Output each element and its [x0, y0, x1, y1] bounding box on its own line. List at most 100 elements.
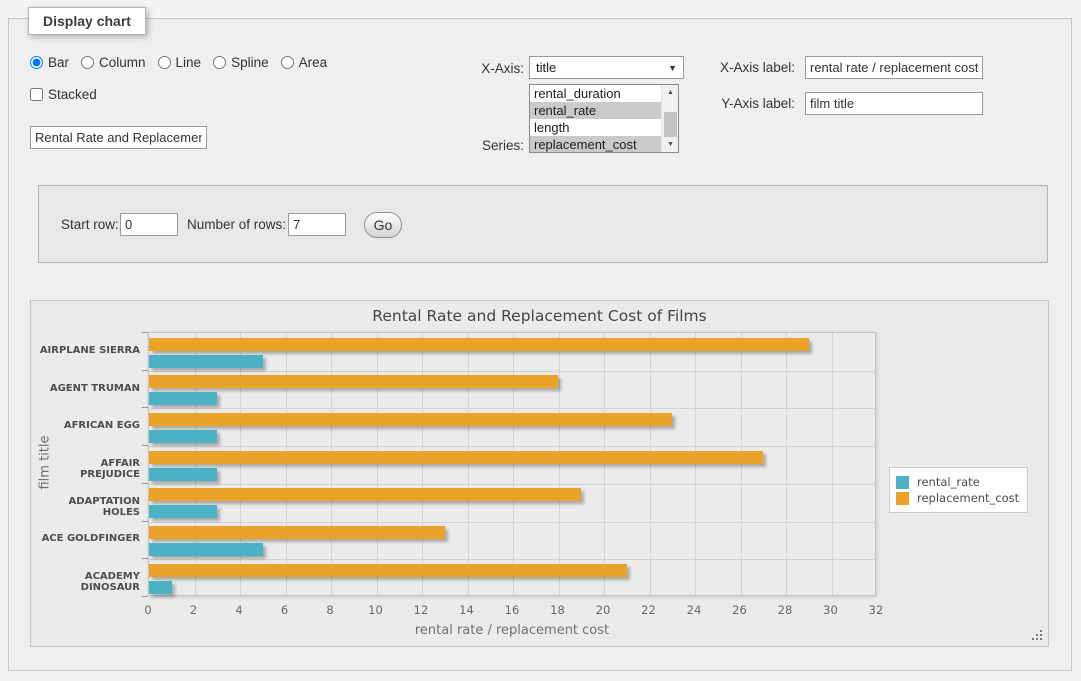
- gridline-vertical: [649, 333, 651, 595]
- gridline-vertical: [513, 333, 514, 595]
- chart-type-option-line: Line: [157, 55, 201, 70]
- x-tick-label: 18: [550, 603, 565, 617]
- series-listbox[interactable]: rental_duration rental_rate length replacem…: [529, 84, 679, 153]
- number-of-rows-label: Number of rows:: [187, 217, 287, 232]
- start-row-label: Start row:: [61, 217, 119, 232]
- x-tick-label: 12: [413, 603, 429, 617]
- chart-panel: Rental Rate and Replacement Cost of Film…: [30, 300, 1049, 647]
- bar-rental_rate: [149, 543, 263, 557]
- chart-type-label-bar: Bar: [48, 55, 70, 70]
- gridline-vertical: [740, 333, 742, 595]
- gridline-vertical: [695, 333, 696, 595]
- gridline-horizontal: [149, 483, 875, 485]
- chart-title: Rental Rate and Replacement Cost of Film…: [372, 307, 707, 325]
- gridline-vertical: [240, 333, 241, 595]
- series-option-rental_duration[interactable]: rental_duration: [534, 86, 621, 101]
- chart-legend: rental_rate replacement_cost: [889, 467, 1029, 513]
- scrollbar-thumb[interactable]: [664, 112, 677, 137]
- number-of-rows-input[interactable]: [288, 213, 346, 236]
- category-label: AFFAIR PREJUDICE: [80, 458, 140, 480]
- gridline-horizontal: [149, 370, 875, 372]
- legend-item-replacement_cost: replacement_cost: [896, 491, 1019, 505]
- x-tick-label: 32: [868, 603, 884, 617]
- chart-type-radio-line[interactable]: [157, 56, 171, 69]
- bar-rental_rate: [149, 392, 217, 406]
- go-button[interactable]: Go: [364, 212, 402, 238]
- chart-type-radio-column[interactable]: [81, 56, 95, 69]
- category-label: AIRPLANE SIERRA: [39, 344, 140, 356]
- y-tick-mark: [142, 482, 148, 484]
- chart-type-radio-bar[interactable]: [30, 56, 43, 69]
- series-listbox-label: Series:: [481, 138, 524, 153]
- legend-label-rental_rate: rental_rate: [917, 475, 980, 489]
- chart-type-radio-spline[interactable]: [213, 56, 227, 69]
- bar-rental_rate: [149, 354, 263, 368]
- start-row-input[interactable]: [120, 213, 178, 236]
- series-option-length[interactable]: length: [534, 120, 570, 135]
- gridline-vertical: [331, 333, 332, 595]
- stacked-checkbox[interactable]: [30, 88, 43, 101]
- x-tick-label: 8: [326, 603, 334, 617]
- bar-rental_rate: [149, 429, 217, 443]
- x-tick-label: 14: [459, 603, 474, 617]
- chart-type-radio-group: Bar Column Line Spline Area: [30, 55, 339, 70]
- bar-rental_rate: [149, 467, 217, 481]
- x-tick-label: 20: [595, 603, 611, 617]
- y-tick-mark: [142, 369, 148, 371]
- y-axis-title: film title: [37, 435, 53, 490]
- gridline-vertical: [194, 333, 196, 595]
- x-tick-label: 2: [189, 603, 198, 617]
- chart-type-option-spline: Spline: [213, 55, 269, 70]
- category-label: ACE GOLDFINGER: [41, 533, 140, 545]
- legend-label-replacement_cost: replacement_cost: [917, 491, 1020, 505]
- gridline-horizontal: [149, 521, 875, 523]
- listbox-scrollbar[interactable]: ▲ ▼: [661, 85, 678, 152]
- series-option-rental_rate[interactable]: rental_rate: [530, 102, 661, 119]
- x-tick-label: 24: [686, 603, 702, 617]
- y-tick-mark: [142, 520, 148, 522]
- y-axis-label-input[interactable]: [805, 92, 983, 115]
- chart-type-label-area: Area: [298, 55, 328, 70]
- x-axis-title: rental rate / replacement cost: [414, 623, 610, 638]
- gridline-horizontal: [149, 408, 875, 410]
- gridline-vertical: [604, 333, 605, 595]
- x-tick-label: 30: [823, 603, 838, 617]
- gridline-vertical: [376, 333, 378, 595]
- legend-swatch-rental_rate: [896, 475, 909, 489]
- x-tick-label: 16: [504, 603, 520, 617]
- gridline-vertical: [786, 333, 787, 595]
- x-axis-selected-value: title: [536, 60, 557, 75]
- chart-type-label-spline: Spline: [231, 55, 269, 70]
- gridline-vertical: [285, 333, 287, 595]
- x-tick-label: 10: [368, 603, 383, 617]
- x-axis-select[interactable]: title ▼: [529, 56, 684, 79]
- chart-type-label-column: Column: [99, 55, 146, 70]
- scroll-up-icon[interactable]: ▲: [662, 85, 678, 100]
- x-axis-label-input[interactable]: [805, 56, 983, 79]
- chart-resize-handle-icon[interactable]: [1031, 629, 1043, 641]
- category-label: ACADEMY DINOSAUR: [80, 571, 140, 594]
- bar-replacement_cost: [149, 375, 559, 389]
- scroll-down-icon[interactable]: ▼: [662, 137, 678, 152]
- y-tick-mark: [142, 596, 148, 597]
- series-option-replacement_cost[interactable]: replacement_cost: [530, 136, 661, 152]
- x-tick-label: 6: [280, 603, 289, 617]
- chart-type-radio-area[interactable]: [280, 56, 294, 69]
- bar-replacement_cost: [149, 563, 627, 577]
- chart-type-option-bar: Bar: [30, 55, 69, 70]
- bar-replacement_cost: [149, 488, 581, 502]
- x-tick-label: 28: [777, 603, 793, 617]
- bar-rental_rate: [149, 505, 217, 519]
- bar-replacement_cost: [149, 526, 445, 540]
- gridline-vertical: [558, 333, 560, 595]
- legend-swatch-replacement_cost: [896, 491, 909, 505]
- y-tick-mark: [142, 332, 148, 333]
- chart-type-option-area: Area: [280, 55, 328, 70]
- bar-rental_rate: [149, 580, 172, 594]
- y-tick-mark: [142, 445, 148, 447]
- x-tick-label: 0: [144, 603, 152, 617]
- bar-replacement_cost: [149, 337, 809, 351]
- bar-replacement_cost: [149, 412, 672, 426]
- chart-title-input[interactable]: [30, 126, 207, 149]
- stacked-row: Stacked: [30, 87, 97, 102]
